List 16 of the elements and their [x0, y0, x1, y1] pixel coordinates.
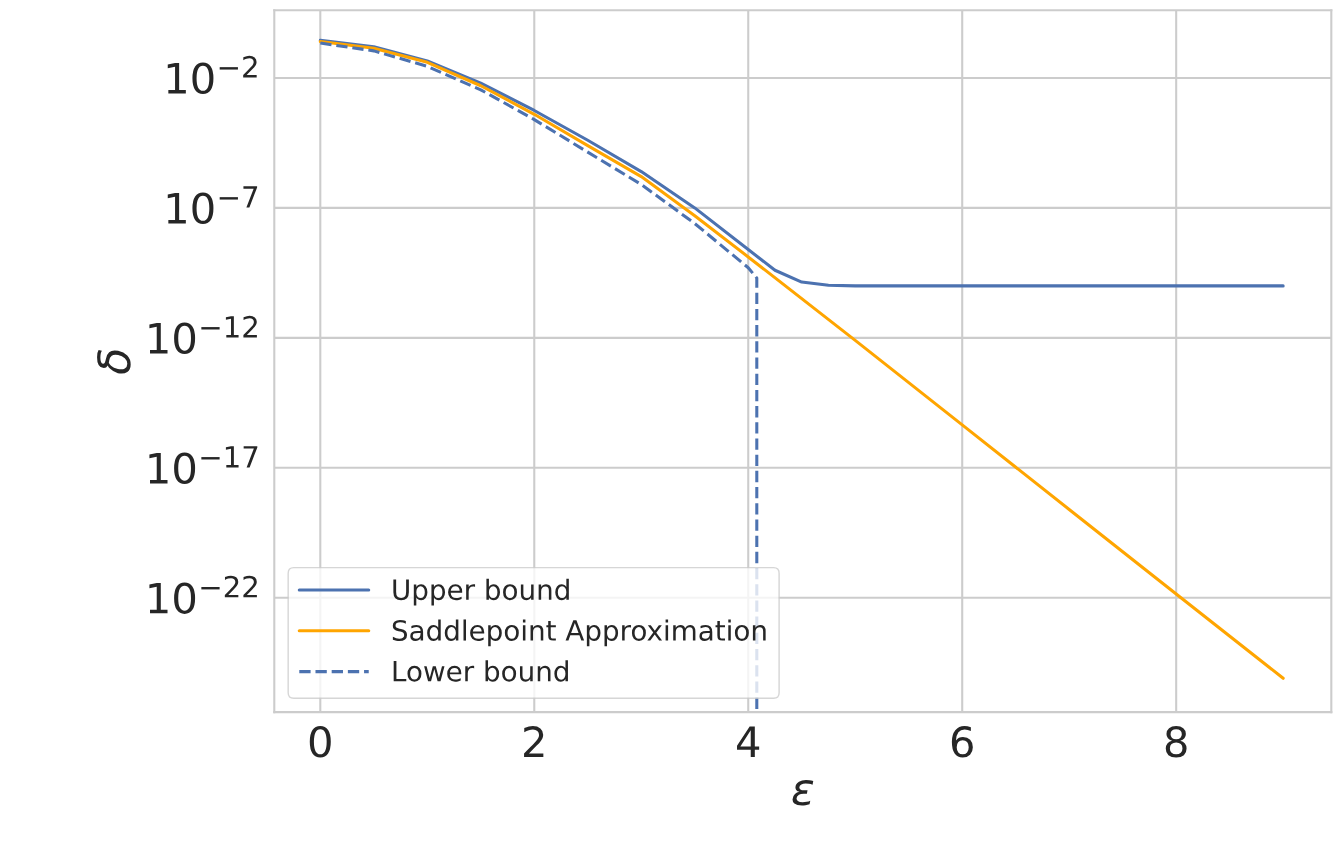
x-tick-label: 0	[309, 726, 331, 758]
y-axis-title: δ	[97, 350, 131, 374]
legend-label: Upper bound	[393, 578, 569, 606]
legend-label: Lower bound	[393, 660, 568, 682]
y-tick-label: 10$^{−7}$	[167, 186, 258, 225]
x-tick-label: 4	[737, 726, 760, 757]
x-axis-title: ε	[792, 780, 814, 806]
x-tick-label: 8	[1165, 726, 1187, 758]
y-tick-label: 10$^{−12}$	[149, 315, 257, 354]
y-tick-label: 10$^{−2}$	[167, 55, 257, 95]
y-tick-label: 10$^{−17}$	[149, 446, 258, 484]
y-tick-label: 10$^{−22}$	[149, 575, 257, 614]
line-series	[318, 40, 1285, 680]
x-tick-label: 2	[524, 726, 544, 757]
x-tick-label: 6	[951, 726, 973, 758]
legend-label: Saddlepoint Approximation	[392, 619, 766, 647]
